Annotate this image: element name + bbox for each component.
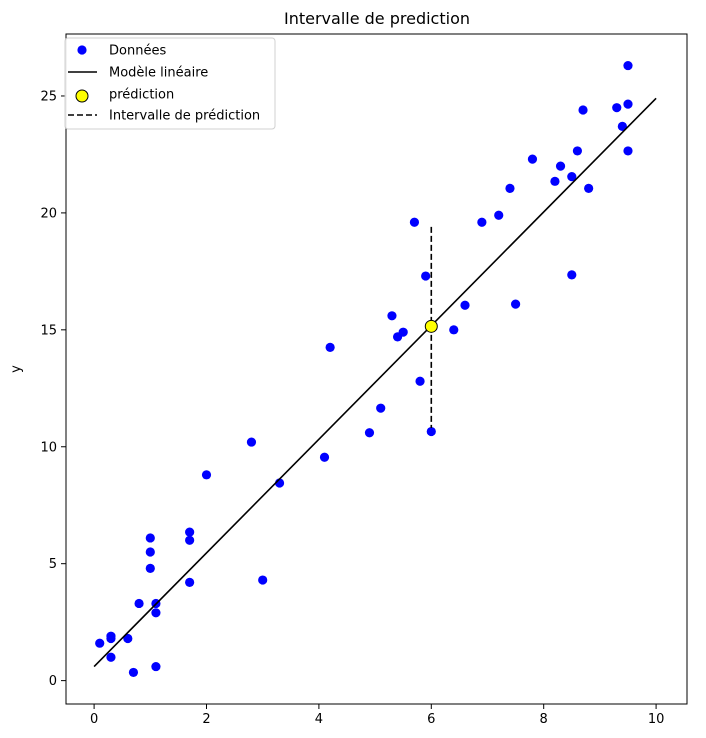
x-tick-label: 6 <box>427 712 435 727</box>
legend-label: Intervalle de prédiction <box>109 109 260 124</box>
y-tick-label: 15 <box>40 323 57 338</box>
y-tick-label: 0 <box>49 674 57 689</box>
data-point <box>421 271 431 281</box>
legend-label: Données <box>109 44 166 59</box>
data-point <box>449 325 459 335</box>
regression-line <box>93 97 657 668</box>
y-tick-label: 10 <box>40 440 57 455</box>
data-point <box>387 311 397 321</box>
legend: Données Modèle linéaire prédiction Interval… <box>64 37 276 130</box>
data-point <box>505 183 515 193</box>
x-tick-label: 10 <box>648 712 665 727</box>
x-tick-label: 4 <box>315 712 323 727</box>
data-point <box>151 661 161 672</box>
data-point <box>134 598 144 609</box>
plot-frame <box>65 33 688 705</box>
data-point <box>145 563 155 573</box>
data-point <box>106 652 116 662</box>
prediction-point <box>424 319 438 333</box>
y-tick-label: 20 <box>40 206 57 221</box>
data-point <box>415 376 425 386</box>
data-point <box>201 470 212 480</box>
data-point <box>185 535 195 545</box>
x-tick-label: 2 <box>202 712 210 727</box>
x-tick-label: 8 <box>540 712 548 727</box>
legend-box <box>64 37 276 130</box>
data-point <box>364 428 375 438</box>
data-point <box>319 452 330 462</box>
data-point <box>426 426 436 437</box>
data-point <box>123 633 133 644</box>
data-point <box>617 121 627 131</box>
data-point <box>623 146 633 156</box>
data-point <box>325 342 335 352</box>
plot-area <box>93 60 657 678</box>
data-point <box>527 154 538 164</box>
legend-marker-prediction <box>75 89 89 103</box>
data-point <box>185 527 195 537</box>
y-tick-label: 5 <box>49 557 57 572</box>
y-tick-label: 25 <box>40 89 57 104</box>
data-point <box>128 667 139 678</box>
data-point <box>550 176 560 186</box>
data-point <box>151 608 161 618</box>
data-point <box>95 638 105 648</box>
legend-marker-data <box>77 45 87 55</box>
chart-title: Intervalle de prediction <box>284 9 470 28</box>
data-point <box>584 183 594 193</box>
data-point <box>555 161 566 171</box>
data-point <box>567 172 577 182</box>
data-point <box>185 577 195 587</box>
data-point <box>376 403 386 413</box>
data-point <box>106 633 116 644</box>
legend-label: prédiction <box>109 88 174 103</box>
data-point <box>246 437 257 447</box>
data-point <box>578 105 588 115</box>
data-point <box>510 299 521 309</box>
data-point <box>572 146 583 156</box>
x-tick-label: 0 <box>90 712 98 727</box>
data-point <box>612 103 622 113</box>
data-point <box>623 99 633 109</box>
data-point <box>409 217 420 227</box>
data-point <box>567 270 577 280</box>
data-point <box>477 217 487 227</box>
data-point <box>623 60 633 71</box>
data-point <box>145 533 155 543</box>
data-point <box>460 300 470 310</box>
y-axis: 0 5 10 15 20 25 <box>40 89 66 689</box>
x-axis: 0 2 4 6 8 10 <box>90 704 664 727</box>
data-point <box>494 210 504 220</box>
y-axis-label: y <box>9 365 24 373</box>
data-point <box>145 547 155 557</box>
data-point <box>398 327 408 337</box>
data-point <box>258 575 268 585</box>
legend-label: Modèle linéaire <box>109 66 208 81</box>
